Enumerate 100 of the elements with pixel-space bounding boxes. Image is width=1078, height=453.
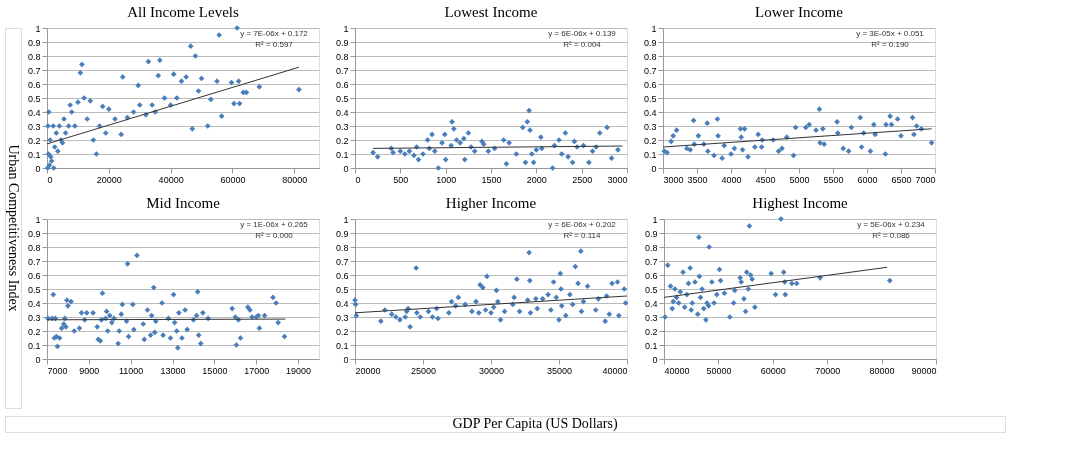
y-tick-label: 0.2 — [27, 135, 41, 146]
y-tick-label: 0.3 — [643, 121, 657, 132]
x-tick-label: 70000 — [815, 365, 841, 376]
chart-title: Lower Income — [755, 4, 844, 20]
y-tick-label: 1 — [652, 214, 658, 225]
x-tick-label: 3000 — [663, 174, 684, 185]
x-tick-label: 80000 — [869, 365, 895, 376]
x-tick-label: 3500 — [687, 174, 708, 185]
x-tick-label: 20000 — [355, 365, 381, 376]
y-tick-label: 0.2 — [27, 326, 41, 337]
y-tick-label: 0.8 — [335, 51, 349, 62]
x-tick-label: 15000 — [202, 365, 228, 376]
y-tick-label: 0.4 — [643, 107, 657, 118]
annotation: R² = 0.190 — [871, 40, 910, 49]
x-tick-label: 2000 — [526, 174, 547, 185]
chart-title: Higher Income — [445, 195, 537, 211]
y-tick-label: 0.7 — [27, 256, 41, 267]
y-tick-label: 1 — [35, 214, 41, 225]
chart-title: All Income Levels — [127, 4, 239, 20]
x-tick-label: 0 — [47, 174, 53, 185]
y-tick-label: 0.3 — [27, 121, 41, 132]
y-tick-label: 0.8 — [643, 51, 657, 62]
y-tick-label: 0.4 — [27, 298, 41, 309]
chart-title: Highest Income — [752, 195, 849, 211]
x-tick-label: 35000 — [546, 365, 573, 376]
y-tick-label: 0.1 — [643, 149, 657, 160]
y-tick-label: 1 — [343, 214, 349, 225]
y-tick-label: 0.9 — [643, 37, 657, 48]
x-tick-label: 80000 — [282, 174, 308, 185]
y-tick-label: 0.8 — [27, 51, 41, 62]
x-axis-title: GDP Per Capita (US Dollars) — [452, 416, 618, 432]
x-tick-label: 60000 — [760, 365, 786, 376]
y-tick-label: 0.1 — [335, 340, 349, 351]
y-tick-label: 0.6 — [27, 79, 41, 90]
y-tick-label: 0 — [651, 163, 657, 174]
y-tick-label: 1 — [343, 23, 349, 34]
chart-title: Lowest Income — [444, 4, 538, 20]
y-tick-label: 0.5 — [644, 284, 658, 295]
y-tick-label: 0.5 — [27, 93, 41, 104]
y-tick-label: 0.9 — [644, 228, 658, 239]
y-tick-label: 0.7 — [27, 65, 41, 76]
y-tick-label: 0.5 — [643, 93, 657, 104]
y-tick-label: 0.4 — [27, 107, 41, 118]
y-tick-label: 0.2 — [335, 135, 349, 146]
annotation: y = 7E-06x + 0.172 — [240, 29, 309, 38]
annotation: R² = 0.114 — [563, 231, 602, 240]
x-tick-label: 50000 — [706, 365, 732, 376]
x-tick-label: 9000 — [79, 365, 100, 376]
x-tick-label: 1500 — [481, 174, 502, 185]
x-tick-label: 7000 — [915, 174, 936, 185]
y-tick-label: 0.3 — [335, 312, 349, 323]
y-tick-label: 0.6 — [27, 270, 41, 281]
x-tick-label: 7000 — [47, 365, 68, 376]
annotation: R² = 0.597 — [255, 40, 294, 49]
y-tick-label: 0.6 — [335, 270, 349, 281]
x-tick-label: 5500 — [823, 174, 844, 185]
y-tick-label: 0.3 — [27, 312, 41, 323]
y-tick-label: 0.7 — [335, 65, 349, 76]
y-tick-label: 0.5 — [335, 93, 349, 104]
y-tick-label: 0.9 — [27, 228, 41, 239]
x-tick-label: 11000 — [119, 365, 144, 376]
x-tick-label: 20000 — [96, 174, 122, 185]
x-tick-label: 40000 — [664, 365, 690, 376]
annotation: R² = 0.004 — [563, 40, 602, 49]
y-tick-label: 0.8 — [27, 242, 41, 253]
y-tick-label: 0.9 — [27, 37, 41, 48]
annotation: R² = 0.000 — [255, 231, 294, 240]
x-tick-label: 4500 — [755, 174, 776, 185]
x-tick-label: 4000 — [721, 174, 742, 185]
y-tick-label: 0.7 — [643, 65, 657, 76]
x-tick-label: 40000 — [602, 365, 628, 376]
y-tick-label: 0.3 — [644, 312, 658, 323]
x-tick-label: 30000 — [478, 365, 505, 376]
y-tick-label: 0.5 — [27, 284, 41, 295]
x-tick-label: 6500 — [891, 174, 912, 185]
y-tick-label: 0.7 — [644, 256, 658, 267]
y-tick-label: 0.8 — [335, 242, 349, 253]
x-tick-label: 0 — [355, 174, 361, 185]
x-tick-label: 2500 — [572, 174, 593, 185]
x-tick-label: 5000 — [789, 174, 810, 185]
y-tick-label: 0.6 — [644, 270, 658, 281]
annotation: y = 3E-05x + 0.051 — [856, 29, 925, 38]
annotation: R² = 0.086 — [872, 231, 911, 240]
x-tick-label: 17000 — [244, 365, 270, 376]
x-tick-label: 19000 — [286, 365, 312, 376]
x-tick-label: 6000 — [857, 174, 878, 185]
x-tick-label: 60000 — [220, 174, 246, 185]
y-tick-label: 0.4 — [644, 298, 658, 309]
x-tick-label: 1000 — [436, 174, 457, 185]
x-tick-label: 90000 — [911, 365, 937, 376]
y-tick-label: 0.6 — [335, 79, 349, 90]
y-tick-label: 0.4 — [335, 298, 349, 309]
y-tick-label: 0.1 — [644, 340, 658, 351]
x-tick-label: 25000 — [410, 365, 437, 376]
y-tick-label: 1 — [651, 23, 657, 34]
y-tick-label: 0.3 — [335, 121, 349, 132]
x-tick-label: 13000 — [160, 365, 186, 376]
y-tick-label: 0 — [343, 354, 349, 365]
x-tick-label: 40000 — [158, 174, 184, 185]
y-tick-label: 0.2 — [643, 135, 657, 146]
